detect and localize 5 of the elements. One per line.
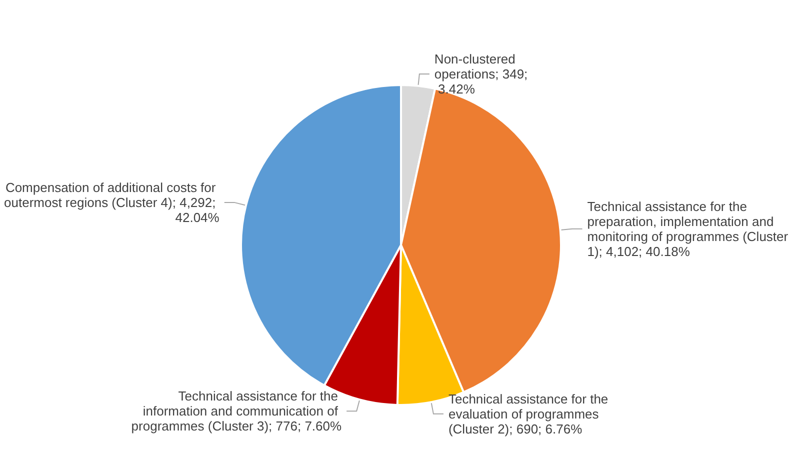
slice-label: Non-clustered operations; 349; 3.42% <box>434 51 528 96</box>
slice-label: Compensation of additional costs for outermost regions (Cluster 4); 4,292; 42.04% <box>4 180 220 225</box>
slice-label: Technical assistance for the preparation, implementation and monitoring of programmes (Cluster 1); 4,102; 40.18% <box>587 198 792 259</box>
slice-label: Technical assistance for the evaluation of programmes (Cluster 2); 690; 6.76% <box>448 391 612 436</box>
slice-label: Technical assistance for the information and communication of programmes (Cluster 3); 776; 7.60% <box>131 388 342 434</box>
